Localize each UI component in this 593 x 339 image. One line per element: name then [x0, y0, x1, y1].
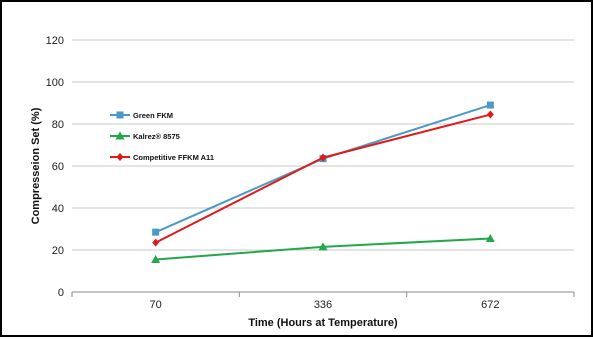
x-tick-label: 672 — [481, 299, 499, 311]
x-tick-label: 70 — [150, 299, 162, 311]
gridlines — [72, 39, 574, 251]
y-tick-label: 0 — [58, 287, 64, 299]
data-point — [485, 233, 495, 242]
series-line — [155, 113, 491, 244]
legend: Green FKM Kalrez® 8575 Competitive FFKM A1… — [110, 111, 214, 162]
legend-marker — [116, 153, 124, 161]
series-0 — [152, 101, 494, 236]
series-layer — [151, 101, 495, 263]
data-point — [151, 254, 161, 263]
data-point — [486, 110, 494, 119]
series-2 — [152, 110, 494, 247]
data-point — [319, 153, 327, 162]
data-point — [152, 228, 160, 236]
x-tick-label: 336 — [314, 299, 332, 311]
data-point — [152, 238, 160, 247]
legend-item: Green FKM — [110, 111, 173, 120]
x-axis — [71, 291, 575, 297]
legend-item: Kalrez® 8575 — [110, 131, 180, 141]
legend-marker — [116, 111, 124, 119]
y-tick-label: 100 — [46, 77, 64, 89]
x-axis-label: Time (Hours at Temperature) — [248, 317, 398, 329]
legend-label: Green FKM — [133, 111, 173, 120]
y-tick-label: 80 — [52, 119, 64, 131]
y-tick-label: 20 — [52, 245, 64, 257]
data-point — [318, 242, 328, 251]
legend-label: Competitive FFKM A11 — [133, 153, 214, 162]
series-1 — [151, 233, 495, 263]
legend-item: Competitive FFKM A11 — [110, 153, 214, 162]
data-point — [486, 101, 494, 109]
legend-marker — [115, 131, 125, 140]
y-axis-ticks: 0 20 40 60 80 100 120 — [46, 35, 64, 299]
y-tick-label: 60 — [52, 161, 64, 173]
legend-label: Kalrez® 8575 — [133, 132, 180, 141]
y-axis-label: Compresseion Set (%) — [30, 107, 42, 224]
y-tick-label: 120 — [46, 35, 64, 47]
y-tick-label: 40 — [52, 203, 64, 215]
x-axis-ticks: 70 336 672 — [150, 299, 500, 311]
